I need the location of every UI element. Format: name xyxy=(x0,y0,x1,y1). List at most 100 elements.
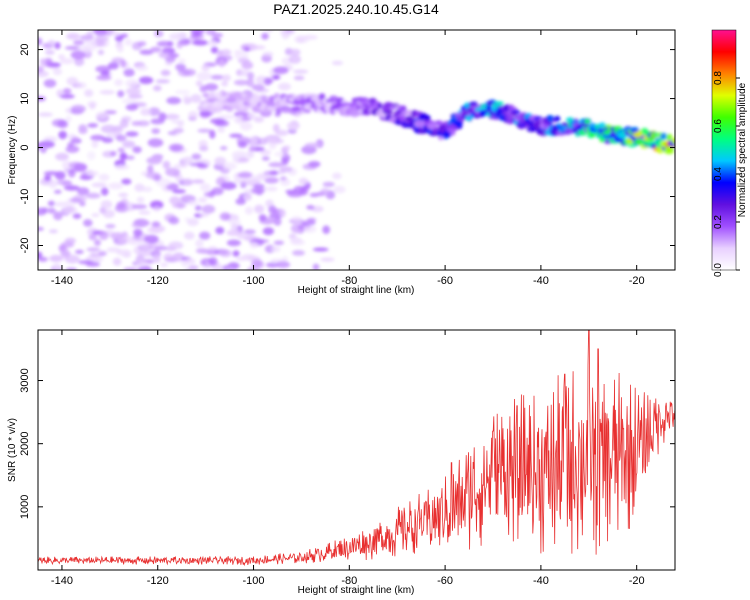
colorbar-ticks: 0.0 0.2 0.4 0.6 0.8 xyxy=(713,71,740,277)
noise-blob xyxy=(168,216,180,225)
noise-blob xyxy=(261,156,270,161)
noise-blob xyxy=(38,226,44,231)
noise-blob xyxy=(237,172,252,178)
x-tick-label: -20 xyxy=(629,575,645,587)
noise-blob xyxy=(91,139,99,149)
noise-blob xyxy=(96,38,105,47)
noise-blob xyxy=(156,40,172,47)
noise-blob xyxy=(153,246,169,251)
noise-blob xyxy=(117,147,125,153)
noise-blob xyxy=(48,179,58,189)
noise-blob xyxy=(214,156,226,166)
noise-blob xyxy=(293,75,305,81)
noise-blob xyxy=(210,46,219,54)
noise-blob xyxy=(145,171,161,180)
noise-blob xyxy=(261,32,269,40)
noise-blob xyxy=(301,220,316,226)
noise-blob xyxy=(276,261,291,269)
noise-blob xyxy=(125,155,135,160)
noise-blob xyxy=(131,222,140,229)
noise-blob xyxy=(70,50,86,60)
ridge-blob xyxy=(564,128,572,135)
noise-blob xyxy=(220,146,228,151)
noise-blob xyxy=(84,39,93,45)
noise-blob xyxy=(64,206,75,213)
noise-blob xyxy=(43,136,58,142)
noise-blob xyxy=(107,62,119,70)
noise-blob xyxy=(201,64,210,72)
x-tick-label: -100 xyxy=(243,575,265,587)
noise-blob xyxy=(283,145,291,150)
ridge-blob xyxy=(389,105,397,110)
noise-blob xyxy=(116,201,126,210)
noise-blob xyxy=(99,90,115,95)
noise-blob xyxy=(331,60,344,66)
figure-title: PAZ1.2025.240.10.45.G14 xyxy=(273,1,439,17)
noise-blob xyxy=(105,224,116,229)
noise-blob xyxy=(265,186,278,192)
noise-blob xyxy=(131,204,147,210)
noise-blob xyxy=(191,153,202,160)
noise-blob xyxy=(45,59,52,67)
noise-blob xyxy=(58,244,66,251)
noise-blob xyxy=(165,167,181,177)
noise-blob xyxy=(226,229,241,237)
colorbar-tick-label: 0.0 xyxy=(713,263,724,277)
noise-blob xyxy=(125,131,139,137)
noise-blob xyxy=(197,128,212,133)
noise-blob xyxy=(184,231,195,240)
noise-blob xyxy=(296,36,305,43)
y-tick-label: 2000 xyxy=(19,431,31,455)
noise-blob xyxy=(153,206,161,212)
colorbar: 0.0 0.2 0.4 0.6 0.8 Normalized spectral ampl… xyxy=(711,29,748,277)
colorbar-tick-label: 0.2 xyxy=(713,215,724,229)
noise-blob xyxy=(274,152,284,157)
noise-blob xyxy=(112,257,122,266)
noise-blob xyxy=(123,267,138,270)
noise-blob xyxy=(115,34,124,42)
noise-blob xyxy=(66,32,81,40)
noise-blob xyxy=(188,200,199,206)
x-tick-label: -100 xyxy=(243,275,265,287)
noise-blob xyxy=(65,145,80,153)
noise-blob xyxy=(195,80,203,87)
snr-y-label: SNR (10 * v/v) xyxy=(7,418,18,482)
noise-blob xyxy=(150,46,162,53)
noise-blob xyxy=(206,40,218,47)
noise-blob xyxy=(53,211,63,221)
noise-blob xyxy=(232,250,240,257)
noise-blob xyxy=(144,234,159,244)
noise-blob xyxy=(127,94,143,99)
noise-blob xyxy=(190,94,202,103)
ridge-blob xyxy=(399,115,406,122)
y-tick-label: -10 xyxy=(19,189,31,205)
noise-blob xyxy=(333,185,346,194)
noise-blob xyxy=(108,182,124,190)
noise-blob xyxy=(252,84,265,91)
noise-blob xyxy=(153,85,162,92)
noise-blob xyxy=(160,69,171,76)
noise-blob xyxy=(200,266,213,270)
noise-blob xyxy=(58,130,68,140)
noise-blob xyxy=(263,77,272,86)
ridge-blob xyxy=(584,118,591,125)
noise-blob xyxy=(119,119,129,128)
noise-blob xyxy=(114,79,123,87)
y-tick-label: 1000 xyxy=(19,495,31,519)
noise-blob xyxy=(322,181,335,188)
colorbar-tick-label: 0.6 xyxy=(713,119,724,133)
noise-blob xyxy=(286,121,300,130)
noise-blob xyxy=(54,42,61,50)
noise-blob xyxy=(199,213,210,218)
noise-blob xyxy=(135,261,149,266)
noise-blob xyxy=(110,150,117,157)
noise-blob xyxy=(76,187,90,196)
noise-blob xyxy=(264,177,279,184)
noise-blob xyxy=(177,120,184,128)
noise-blob xyxy=(44,174,52,182)
noise-blob xyxy=(119,152,128,161)
noise-blob xyxy=(217,127,225,133)
noise-blob xyxy=(38,112,53,117)
noise-blob xyxy=(139,49,154,55)
noise-blob xyxy=(55,152,69,161)
